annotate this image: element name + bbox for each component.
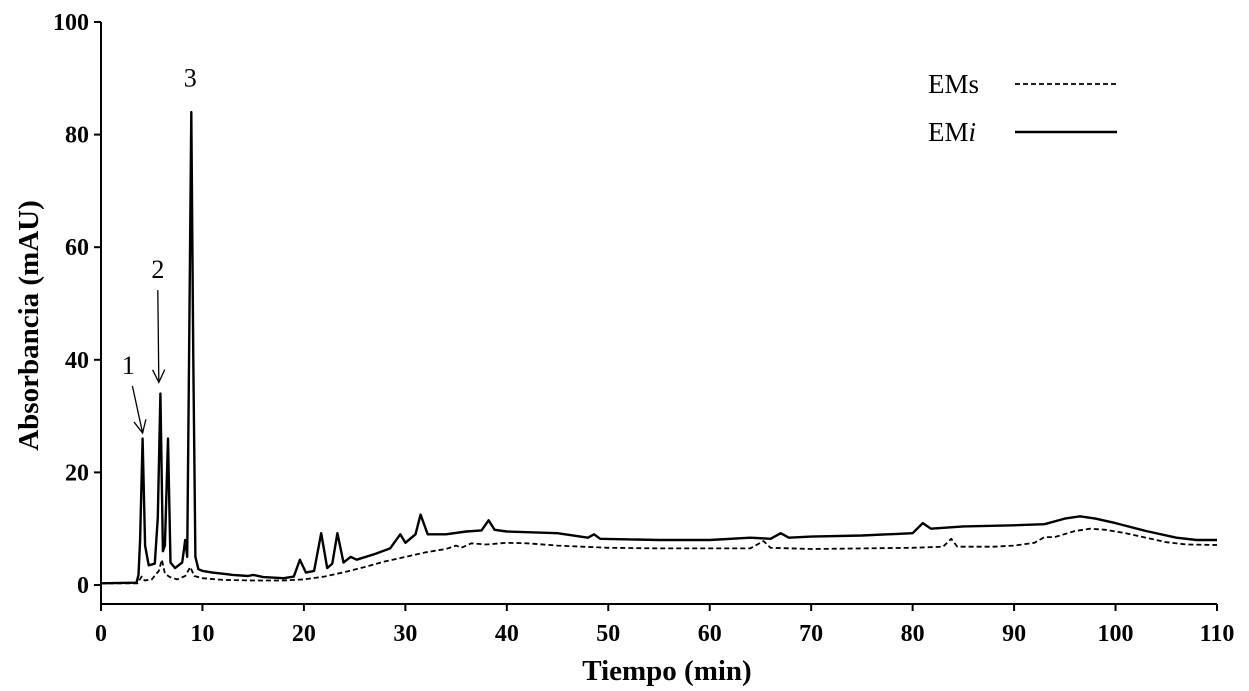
x-tick-label: 50 [596,621,620,647]
x-tick-label: 80 [901,621,925,647]
x-axis-ticks: 0 10 20 30 40 50 60 70 80 90 100 110 [95,604,1234,647]
x-tick-label: 20 [292,621,316,647]
series-line-ems [101,527,1218,585]
axes [100,22,1217,605]
x-tick-label: 110 [1200,621,1235,647]
y-tick-label: 20 [65,460,89,486]
x-tick-label: 100 [1098,621,1134,647]
peak-arrowhead-1 [133,419,147,435]
legend-label-emi: EMi [928,117,976,147]
x-tick-label: 10 [190,621,214,647]
peak-label-3: 3 [184,64,197,93]
peak-arrowhead-2 [152,369,166,384]
x-axis-title: Tiempo (min) [582,655,751,687]
x-tick-label: 40 [495,621,519,647]
peak-label-1: 1 [122,351,135,380]
y-axis-ticks: 0 20 40 60 80 100 [53,10,101,599]
x-tick-label: 90 [1002,621,1026,647]
x-tick-label: 30 [393,621,417,647]
y-tick-label: 40 [65,348,89,374]
series-layer [100,110,1218,585]
peak-label-2: 2 [151,255,164,284]
y-tick-label: 60 [65,235,89,261]
x-tick-label: 70 [799,621,823,647]
y-tick-label: 0 [77,573,89,599]
x-tick-label: 60 [698,621,722,647]
x-tick-label: 0 [95,621,107,647]
legend: EMs EMi [928,69,1117,147]
y-axis-title: Absorbancia (mAU) [13,200,45,451]
legend-label-ems: EMs [928,69,979,99]
y-tick-label: 100 [53,10,89,36]
peak-arrow-2 [157,290,160,383]
y-tick-label: 80 [65,123,89,149]
peak-arrow-1 [131,385,144,434]
series-line-emi [100,110,1217,585]
annotation-layer: 1 2 3 [122,64,197,435]
